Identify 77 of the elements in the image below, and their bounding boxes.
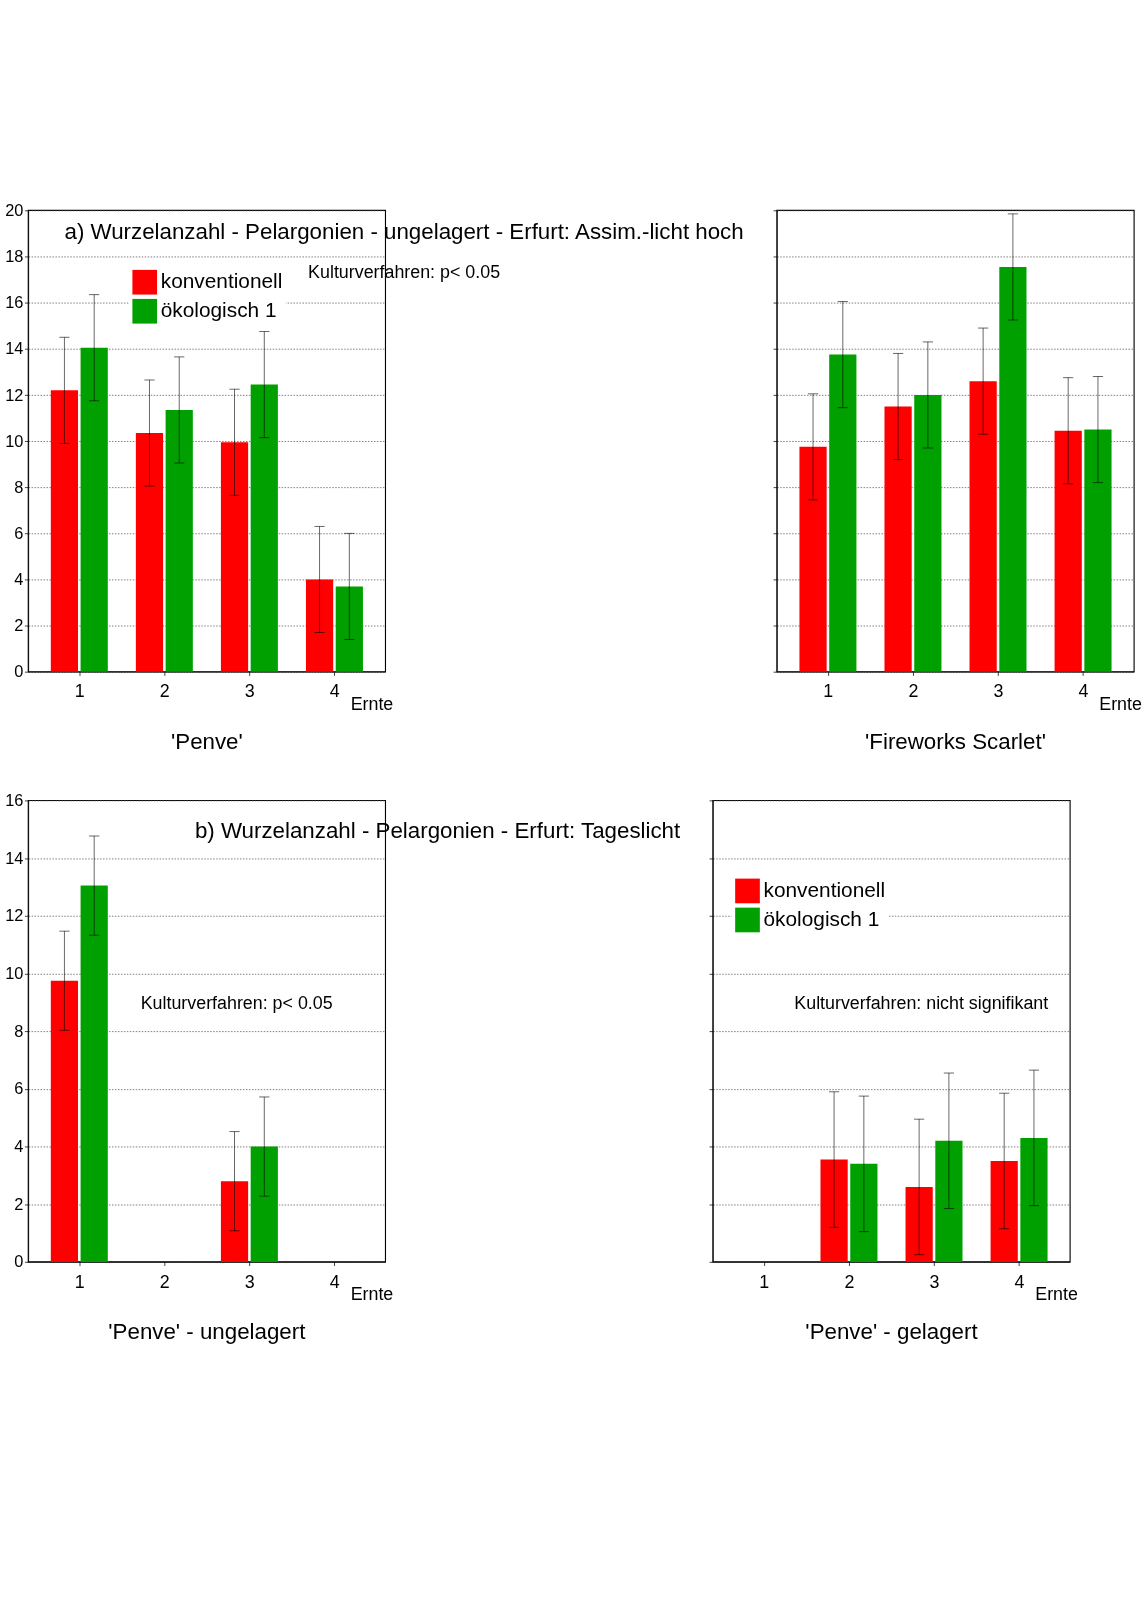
- y-tick-label: 12: [5, 385, 24, 404]
- x-tick-label: 4: [329, 1271, 340, 1292]
- legend-label: konventionell: [160, 269, 283, 293]
- bar: [969, 381, 997, 672]
- bar: [820, 1159, 848, 1262]
- bar: [914, 394, 942, 672]
- bar: [935, 1140, 963, 1262]
- bar: [165, 409, 193, 672]
- y-tick-label: 16: [5, 293, 24, 312]
- x-tick-label: 3: [244, 681, 255, 702]
- text: 'Fireworks Scarlet': [865, 729, 1046, 755]
- bar: [80, 885, 108, 1262]
- y-tick-label: 8: [14, 1021, 24, 1040]
- y-tick-label: 14: [5, 339, 24, 358]
- x-tick-label: 4: [329, 681, 340, 702]
- annotation: Kulturverfahren: nicht signifikant: [794, 992, 1049, 1013]
- x-tick-label: 3: [244, 1271, 255, 1292]
- y-tick-label: 0: [14, 662, 24, 681]
- bar: [50, 390, 79, 672]
- legend-label: ökologisch 1: [160, 298, 277, 322]
- y-tick-label: 2: [14, 1194, 24, 1213]
- bar: [335, 586, 363, 672]
- bar: [220, 1181, 249, 1262]
- bar: [905, 1186, 933, 1262]
- x-axis-title: Ernte: [350, 694, 394, 715]
- bar: [1084, 429, 1112, 672]
- x-tick-label: 4: [1078, 681, 1089, 702]
- y-tick-label: 2: [14, 616, 24, 635]
- bar: [50, 980, 79, 1262]
- x-tick-label: 2: [159, 681, 170, 702]
- y-tick-label: 18: [5, 247, 24, 266]
- x-tick-label: 1: [823, 681, 834, 702]
- y-tick-label: 4: [14, 1137, 24, 1156]
- bar: [220, 442, 249, 672]
- bar: [80, 347, 108, 672]
- x-axis-title: Ernte: [350, 1284, 394, 1305]
- text: 'Penve' - ungelagert: [108, 1319, 307, 1345]
- bar: [884, 406, 912, 672]
- y-tick-label: 4: [14, 570, 24, 589]
- y-tick-label: 0: [14, 1252, 24, 1271]
- bar: [250, 384, 278, 672]
- x-tick-label: 3: [929, 1271, 940, 1292]
- bar: [1020, 1137, 1048, 1262]
- annotation: a) Wurzelanzahl - Pelargonien - ungelagert - Erfurt: Assim.-licht hoch: [64, 219, 744, 245]
- x-tick-label: 2: [159, 1271, 170, 1292]
- y-tick-label: 10: [5, 964, 24, 983]
- legend-label: ökologisch 1: [763, 906, 880, 930]
- annotation: Kulturverfahren: p< 0.05: [140, 992, 333, 1013]
- text: 'Penve' - gelagert: [805, 1319, 979, 1345]
- x-axis-title: Ernte: [1035, 1284, 1078, 1305]
- y-tick-label: 16: [5, 791, 24, 810]
- y-tick-label: 8: [14, 477, 24, 496]
- bar: [990, 1160, 1018, 1262]
- bar: [799, 446, 827, 672]
- x-tick-label: 2: [908, 681, 919, 702]
- x-axis-title: Ernte: [1099, 694, 1142, 715]
- text: 'Penve': [170, 729, 243, 755]
- legend-label: konventionell: [763, 877, 886, 901]
- x-tick-label: 4: [1014, 1271, 1025, 1292]
- x-tick-label: 2: [844, 1271, 855, 1292]
- y-tick-label: 12: [5, 906, 24, 925]
- bar: [999, 266, 1027, 672]
- x-tick-label: 3: [993, 681, 1004, 702]
- y-tick-label: 6: [14, 523, 24, 542]
- y-tick-label: 10: [5, 431, 24, 450]
- x-tick-label: 1: [759, 1271, 770, 1292]
- bar: [135, 433, 164, 672]
- y-tick-label: 6: [14, 1079, 24, 1098]
- bar: [250, 1146, 278, 1262]
- x-tick-label: 1: [74, 681, 85, 702]
- bar: [305, 579, 334, 672]
- y-tick-label: 20: [5, 201, 24, 219]
- bar: [850, 1163, 878, 1262]
- bar: [829, 354, 857, 672]
- bar: [1054, 430, 1082, 672]
- y-tick-label: 14: [5, 848, 24, 867]
- x-tick-label: 1: [74, 1271, 85, 1292]
